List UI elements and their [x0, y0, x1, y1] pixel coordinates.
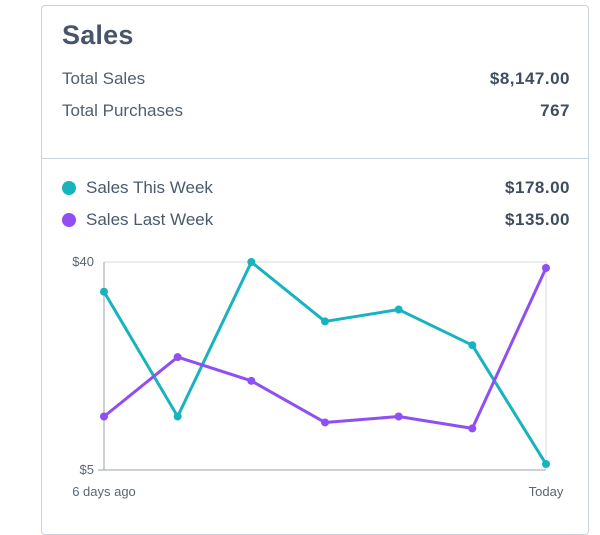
last-week-label: Sales Last Week — [86, 210, 214, 229]
data-point-last-week-1[interactable] — [173, 353, 182, 362]
x-tick-label-start: 6 days ago — [72, 484, 136, 499]
y-tick-label-bottom: $5 — [80, 462, 94, 477]
data-point-this-week-0[interactable] — [100, 287, 108, 296]
data-point-this-week-5[interactable] — [468, 341, 477, 350]
total-sales-value: $8,147.00 — [489, 69, 570, 88]
data-point-this-week-6[interactable] — [542, 460, 550, 469]
total-sales-row: Total Sales $8,147.00 — [62, 67, 570, 91]
data-point-this-week-1[interactable] — [173, 412, 182, 421]
data-point-last-week-4[interactable] — [394, 412, 403, 421]
data-point-this-week-3[interactable] — [321, 317, 329, 326]
x-tick-label-end: Today — [529, 484, 564, 499]
sales-summary: Sales Total Sales $8,147.00 Total Purcha… — [42, 6, 588, 159]
card-title: Sales — [62, 20, 134, 50]
sales-line-chart: $40 $5 6 days ago Today — [72, 254, 564, 499]
total-purchases-row: Total Purchases 767 — [62, 99, 570, 123]
total-sales-label: Total Sales — [62, 69, 146, 88]
sales-card: Sales Total Sales $8,147.00 Total Purcha… — [41, 5, 589, 535]
last-week-value: $135.00 — [505, 210, 570, 229]
total-purchases-value: 767 — [540, 101, 570, 120]
this-week-label: Sales This Week — [86, 178, 213, 197]
data-point-this-week-4[interactable] — [394, 305, 403, 314]
this-week-value: $178.00 — [505, 178, 570, 197]
last-week-dot-icon — [62, 213, 76, 227]
data-point-last-week-6[interactable] — [542, 263, 550, 272]
legend-this-week: Sales This Week $178.00 — [62, 176, 570, 200]
data-point-last-week-2[interactable] — [247, 376, 256, 385]
total-purchases-label: Total Purchases — [62, 101, 183, 120]
legend-last-week: Sales Last Week $135.00 — [62, 208, 570, 232]
plot-area-frame — [103, 261, 547, 471]
data-point-last-week-3[interactable] — [321, 418, 329, 427]
data-point-this-week-2[interactable] — [247, 258, 256, 266]
data-point-last-week-5[interactable] — [468, 424, 477, 433]
series-layer — [100, 258, 550, 469]
y-tick-label-top: $40 — [72, 254, 94, 269]
data-point-last-week-0[interactable] — [100, 412, 108, 421]
this-week-dot-icon — [62, 181, 76, 195]
